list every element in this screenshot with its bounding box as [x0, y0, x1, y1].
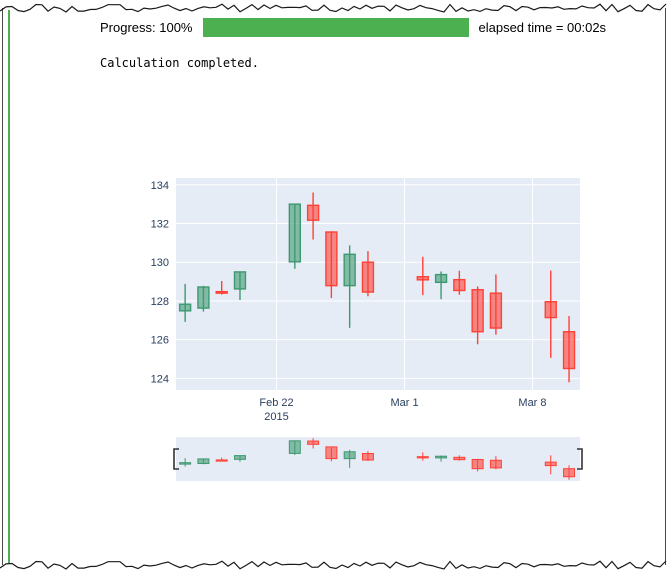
candle-down — [471, 458, 484, 472]
candle-down — [562, 316, 576, 383]
candle-body — [471, 289, 484, 333]
elapsed-time-label: elapsed time = 00:02s — [478, 20, 607, 35]
candle-down — [416, 452, 429, 461]
y-tick-label: 134 — [151, 180, 169, 192]
candle-down — [306, 192, 320, 240]
range-slider[interactable] — [130, 437, 600, 487]
candle-down — [325, 231, 338, 299]
y-tick-label: 130 — [151, 257, 169, 269]
candle-body — [453, 456, 466, 461]
torn-edge-bottom — [0, 560, 667, 570]
candle-body — [179, 462, 192, 465]
x-tick-label: Feb 22 — [259, 397, 293, 409]
candle-down — [544, 455, 557, 475]
range-slider-handle-left[interactable] — [173, 448, 179, 470]
candle-up — [288, 440, 301, 455]
candle-up — [179, 458, 192, 467]
stdout-text: Calculation completed. — [100, 56, 259, 70]
candle-body — [197, 286, 210, 309]
candle-up — [197, 458, 210, 465]
candle-down — [416, 256, 429, 296]
progress-bar — [202, 18, 469, 37]
candle-body — [453, 278, 466, 292]
candle-down — [361, 251, 375, 297]
candle-body — [233, 455, 246, 460]
candle-down — [563, 465, 576, 480]
x-tick-sublabel: 2015 — [264, 411, 288, 423]
candle-down — [215, 280, 228, 295]
candle-body — [325, 446, 338, 460]
candle-body — [343, 253, 356, 287]
candle-up — [288, 203, 302, 269]
candle-down — [215, 457, 228, 462]
candle-body — [544, 301, 557, 319]
candle-down — [307, 438, 320, 449]
x-tick-label: Mar 8 — [518, 397, 546, 409]
candle-body — [307, 440, 320, 445]
candle-body — [562, 331, 576, 370]
candle-body — [489, 292, 503, 329]
candle-body — [416, 276, 429, 281]
jupyter-cell-indicator — [8, 10, 10, 563]
candle-body — [325, 231, 338, 287]
y-tick-label: 128 — [151, 296, 169, 308]
candle-down — [489, 456, 502, 470]
candle-body — [197, 458, 210, 465]
candle-down — [489, 274, 503, 335]
candle-up — [233, 271, 247, 300]
candle-body — [471, 459, 484, 470]
torn-edge-top — [0, 3, 667, 13]
candle-down — [544, 270, 557, 358]
candle-body — [435, 455, 448, 459]
candle-down — [325, 446, 338, 462]
candle-body — [215, 290, 228, 294]
candle-down — [453, 455, 466, 461]
x-tick-label: Mar 1 — [390, 397, 418, 409]
candle-body — [288, 440, 301, 454]
candle-body — [361, 261, 375, 293]
candle-down — [453, 270, 466, 295]
candle-body — [489, 459, 502, 469]
candle-up — [197, 285, 210, 312]
candle-up — [343, 449, 356, 468]
range-slider-handle-right[interactable] — [577, 448, 583, 470]
progress-label: Progress: 100% — [100, 20, 193, 35]
candle-body — [215, 459, 228, 462]
candle-body — [361, 453, 374, 461]
candle-up — [435, 455, 448, 462]
candle-body — [306, 204, 320, 221]
candle-down — [361, 451, 374, 461]
candle-up — [434, 271, 448, 300]
y-tick-label: 124 — [151, 373, 169, 385]
y-tick-label: 132 — [151, 218, 169, 230]
candle-body — [233, 271, 247, 290]
candle-up — [178, 283, 192, 322]
candle-body — [288, 203, 302, 263]
progress-widget: Progress: 100% elapsed time = 00:02s — [100, 18, 606, 37]
candle-body — [343, 451, 356, 460]
candle-up — [233, 455, 246, 462]
candle-body — [544, 461, 557, 467]
candle-body — [416, 456, 429, 459]
progress-bar-fill — [202, 18, 469, 37]
candle-up — [343, 245, 356, 328]
candle-down — [471, 286, 484, 345]
y-tick-label: 126 — [151, 335, 169, 347]
candlestick-chart[interactable]: 124 126 128 130 132 134 Feb 22 2015 Mar 1 Mar 8 — [130, 168, 600, 432]
candle-body — [563, 468, 576, 478]
candle-body — [178, 303, 192, 312]
candle-body — [434, 273, 448, 284]
